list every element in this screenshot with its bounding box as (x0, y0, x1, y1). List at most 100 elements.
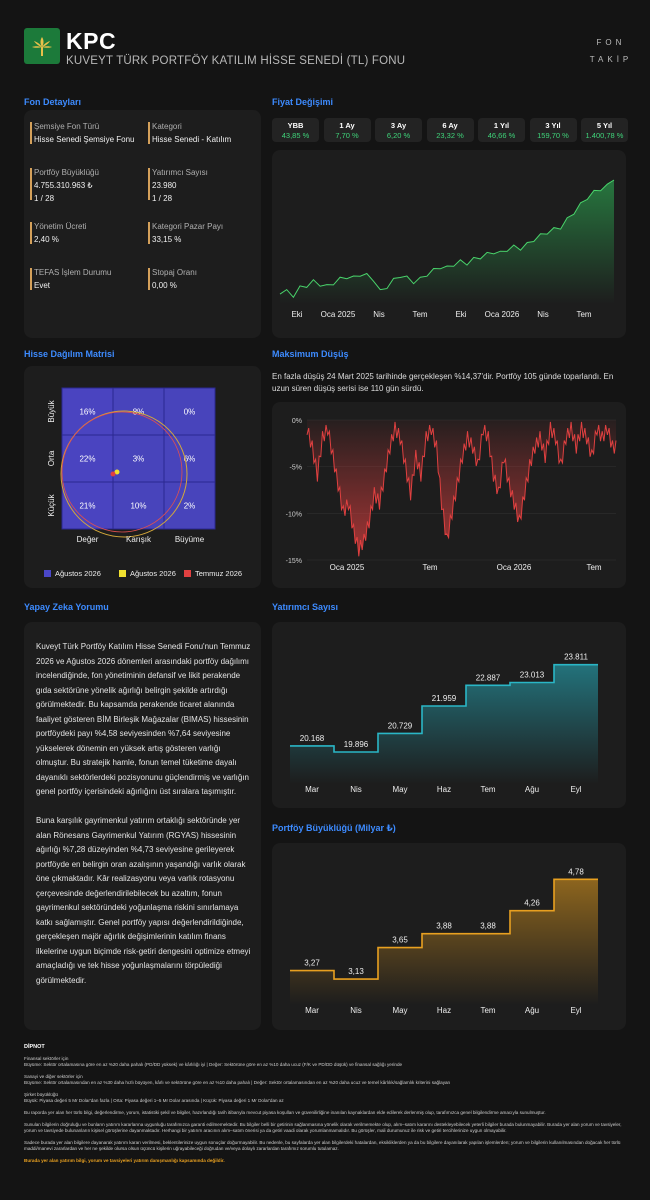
matrix-cell-value: 6% (184, 455, 196, 464)
step-value-label: 19.896 (344, 740, 369, 749)
legend-label: Ağustos 2026 (55, 569, 101, 578)
footnote-financial-text: Büyüme: Sektör ortalamasına göre en az %… (24, 1062, 403, 1067)
drawdown-area (307, 420, 616, 557)
drawdown-x-tick: Oca 2026 (497, 563, 532, 572)
detail-label: Portföy Büyüklüğü (34, 168, 99, 177)
step-x-tick: Haz (437, 1006, 451, 1015)
step-value-label: 22.887 (476, 673, 501, 682)
drawdown-y-tick: -10% (286, 511, 302, 518)
drawdown-panel: 0% -5% -10% -15% Oca 2025 Tem Oca 2026 Tem (272, 402, 626, 588)
drawdown-x-tick: Oca 2025 (330, 563, 365, 572)
fund-logo (24, 28, 60, 64)
step-value-label: 21.959 (432, 694, 457, 703)
price-title: Fiyat Değişimi (272, 97, 334, 107)
matrix-cell-value: 16% (79, 408, 95, 417)
palm-leaf-icon (32, 37, 52, 56)
price-x-tick: Oca 2025 (321, 310, 356, 319)
detail-label: Yönetim Ücreti (34, 222, 87, 231)
footnote-disclaimer-3: Sadece burada yer alan bilgilere dayanar… (24, 1140, 621, 1151)
chip-value: 46,66 % (487, 131, 516, 140)
detail-rank: 1 / 28 (152, 194, 173, 203)
matrix-row-label: Orta (47, 450, 56, 466)
price-change-chip[interactable]: 6 Ay 23,32 % (426, 118, 474, 142)
drawdown-x-tick: Tem (422, 563, 437, 572)
price-change-chip[interactable]: 1 Ay 7,70 % (323, 118, 371, 142)
price-chart: Eki Oca 2025 Nis Tem Eki Oca 2026 Nis Tem (279, 179, 615, 319)
matrix-cell (163, 434, 216, 483)
price-line (279, 179, 615, 299)
investors-title: Yatırımcı Sayısı (272, 602, 339, 612)
detail-accent-bar (148, 168, 150, 200)
step-area (290, 664, 598, 784)
price-chart-panel: Eki Oca 2025 Nis Tem Eki Oca 2026 Nis Tem (272, 150, 626, 338)
step-value-label: 20.168 (300, 734, 325, 743)
chip-period: 6 Ay (442, 121, 458, 130)
matrix-col-label: Değer (77, 535, 99, 544)
detail-accent-bar (148, 268, 150, 290)
matrix-title: Hisse Dağılım Matrisi (24, 349, 115, 359)
details-panel: Şemsiye Fon Türü Hisse Senedi Şemsiye Fon… (24, 110, 261, 338)
footnote-industry-heading: Sanayi ve diğer sektörler için (24, 1074, 83, 1079)
price-change-chip[interactable]: 3 Ay 6,20 % (375, 118, 422, 142)
matrix-cell (163, 387, 216, 436)
drawdown-y-tick: -15% (286, 558, 302, 565)
detail-label: Stopaj Oranı (152, 268, 197, 277)
detail-accent-bar (30, 222, 32, 244)
drawdown-title: Maksimum Düşüş (272, 349, 349, 359)
step-line (290, 878, 598, 980)
step-x-tick: May (392, 785, 407, 794)
price-x-tick: Tem (412, 310, 427, 319)
detail-label: Kategori Pazar Payı (152, 222, 224, 231)
investors-panel: 20.168 Mar 19.896 Nis 20.729 May 21.959 Haz 22.8… (272, 622, 626, 808)
step-value-label: 23.013 (520, 670, 545, 679)
matrix-cell (163, 481, 216, 530)
drawdown-y-tick: -5% (290, 465, 302, 472)
price-x-tick: Eki (291, 310, 302, 319)
matrix-dot-current (114, 469, 120, 475)
price-x-tick: Nis (537, 310, 549, 319)
step-x-tick: Eyl (570, 1006, 581, 1015)
matrix-cell-value: 22% (79, 455, 95, 464)
matrix-row-label: Büyük (47, 399, 56, 422)
step-x-tick: Tem (480, 785, 495, 794)
matrix-cell-value: 8% (133, 408, 145, 417)
detail-label: Yatırımcı Sayısı (152, 168, 208, 177)
price-change-chip[interactable]: 5 Yıl 1.400,78 % (581, 118, 628, 142)
step-value-label: 3,27 (304, 959, 320, 968)
matrix-ring-previous (61, 411, 183, 533)
drawdown-chart: 0% -5% -10% -15% Oca 2025 Tem Oca 2026 Tem (286, 418, 617, 572)
ai-title: Yapay Zeka Yorumu (24, 602, 109, 612)
price-change-chip[interactable]: YBB 43,85 % (272, 118, 319, 142)
aum-chart: 3,27 Mar 3,13 Nis 3,65 May 3,88 Haz 3,88 Tem 4,26 A… (290, 867, 598, 1015)
matrix-cell-value: 10% (130, 502, 146, 511)
drawdown-line (306, 421, 617, 557)
matrix-cell-value: 2% (184, 502, 196, 511)
detail-label: TEFAS İşlem Durumu (34, 268, 112, 277)
price-change-chip[interactable]: 1 Yıl 46,66 % (478, 118, 525, 142)
detail-value: 2,40 % (34, 235, 59, 244)
chip-value: 1.400,78 % (585, 131, 624, 140)
legend-swatch (119, 570, 126, 577)
detail-value: Evet (34, 281, 51, 290)
matrix-dot-previous (110, 471, 116, 477)
step-value-label: 3,88 (480, 922, 496, 931)
brand-line-2: TAKİP (589, 55, 633, 64)
ai-paragraph-2: Buna karşılık gayrimenkul yatırım ortakl… (36, 816, 251, 985)
step-x-tick: May (392, 1006, 407, 1015)
price-change-chip[interactable]: 3 Yıl 159,70 % (529, 118, 577, 142)
footnote-disclaimer-2: Sunulan bilgilerin doğruluğu ve bunların… (24, 1122, 622, 1133)
chip-period: 3 Yıl (545, 121, 561, 130)
matrix-col-label: Karışık (126, 535, 152, 544)
chip-value: 7,70 % (335, 131, 359, 140)
footnote-financial-heading: Finansal sektörler için (24, 1056, 69, 1061)
step-x-tick: Tem (480, 1006, 495, 1015)
step-x-tick: Haz (437, 785, 451, 794)
chip-period: 1 Yıl (493, 121, 510, 130)
aum-title: Portföy Büyüklüğü (Milyar ₺) (272, 823, 396, 833)
fund-name: KUVEYT TÜRK PORTFÖY KATILIM HİSSE SENEDİ… (66, 55, 406, 67)
detail-value: Hisse Senedi - Katılım (152, 135, 232, 144)
step-x-tick: Ağu (525, 1006, 539, 1015)
chip-period: YBB (287, 121, 304, 130)
style-matrix: 16% 8% 0% 22% 3% 6% 21% 10% 2% Büyük Orta Küçük Değ… (47, 387, 216, 544)
price-x-tick: Oca 2026 (485, 310, 520, 319)
